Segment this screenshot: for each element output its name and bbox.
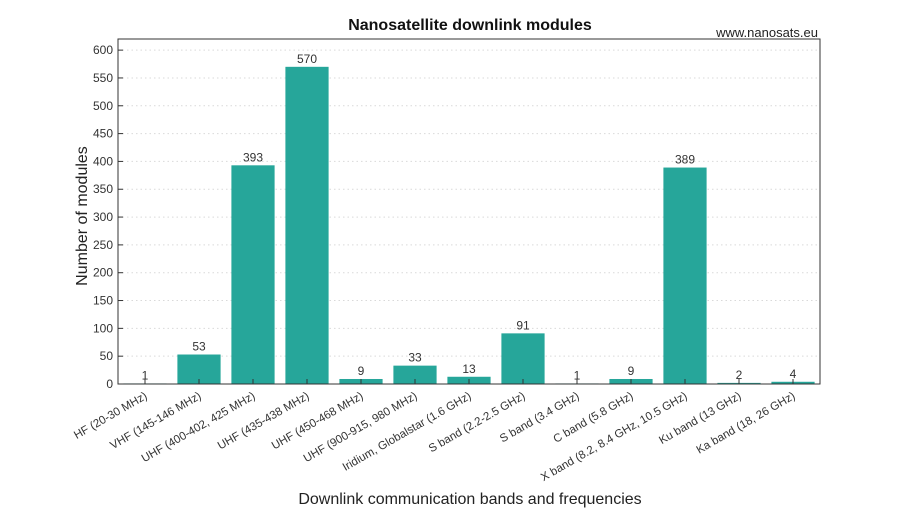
bar bbox=[501, 333, 545, 384]
bar-value-label: 33 bbox=[408, 351, 422, 365]
bar-value-label: 9 bbox=[628, 364, 635, 378]
chart-title: Nanosatellite downlink modules bbox=[348, 17, 592, 34]
bar-value-label: 1 bbox=[142, 368, 149, 382]
bar-value-label: 13 bbox=[462, 362, 476, 376]
grid bbox=[118, 49, 820, 357]
y-tick-label: 50 bbox=[100, 349, 114, 363]
bar-value-label: 393 bbox=[243, 150, 263, 164]
bar-value-label: 9 bbox=[358, 364, 365, 378]
y-tick-label: 250 bbox=[93, 238, 113, 252]
x-tick-label: Ka band (18, 26 GHz) bbox=[695, 390, 798, 456]
x-tick-label: UHF (435-438 MHz) bbox=[216, 390, 312, 452]
y-tick-label: 100 bbox=[93, 321, 113, 335]
x-tick-label: S band (2.2-2.5 GHz) bbox=[427, 390, 528, 455]
bars bbox=[123, 66, 815, 385]
y-axis-ticks: 0 50 100 150 200 250 300 350 400 450 500 550 600 bbox=[93, 43, 123, 391]
y-tick-label: 0 bbox=[106, 377, 113, 391]
x-tick-label: VHF (145-146 MHz) bbox=[108, 390, 203, 452]
bar-value-label: 4 bbox=[790, 367, 797, 381]
y-tick-label: 200 bbox=[93, 266, 113, 280]
y-tick-label: 400 bbox=[93, 154, 113, 168]
bar-value-label: 91 bbox=[516, 318, 530, 332]
y-axis-label: Number of modules bbox=[74, 146, 91, 286]
y-tick-label: 500 bbox=[93, 99, 113, 113]
y-tick-label: 300 bbox=[93, 210, 113, 224]
bar bbox=[663, 167, 707, 384]
y-tick-label: 350 bbox=[93, 182, 113, 196]
plot-area-frame bbox=[117, 38, 821, 385]
bar bbox=[285, 66, 329, 385]
y-tick-label: 450 bbox=[93, 127, 113, 141]
bar bbox=[231, 165, 275, 384]
bar-value-labels: 1 53 393 570 9 33 13 91 1 9 389 2 4 bbox=[142, 52, 797, 383]
y-tick-label: 600 bbox=[93, 43, 113, 57]
x-axis-ticks: HF (20-30 MHz)VHF (145-146 MHz)UHF (400-… bbox=[72, 379, 798, 484]
bar-value-label: 570 bbox=[297, 52, 317, 66]
bar bbox=[393, 365, 437, 384]
x-axis-label: Downlink communication bands and frequen… bbox=[298, 491, 641, 508]
bar-value-label: 53 bbox=[192, 340, 206, 354]
y-tick-label: 150 bbox=[93, 294, 113, 308]
bar-value-label: 389 bbox=[675, 153, 695, 167]
bar-value-label: 2 bbox=[736, 368, 743, 382]
bar-value-label: 1 bbox=[574, 368, 581, 382]
watermark: www.nanosats.eu bbox=[715, 25, 818, 40]
x-tick-label: UHF (450-468 MHz) bbox=[270, 390, 366, 452]
y-tick-label: 550 bbox=[93, 71, 113, 85]
